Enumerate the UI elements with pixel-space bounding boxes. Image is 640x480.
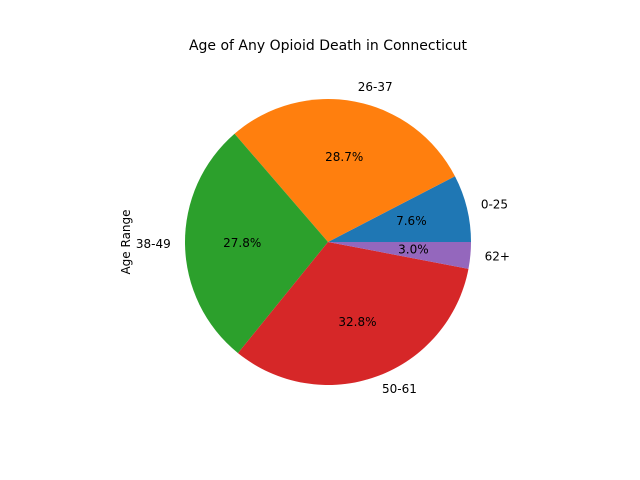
category-label-0-25: 0-25	[481, 197, 508, 211]
pie-slice-50-61	[237, 242, 469, 385]
percent-label-26-37: 28.7%	[325, 150, 363, 164]
category-label-26-37: 26-37	[358, 80, 393, 94]
percent-label-0-25: 7.6%	[396, 214, 427, 228]
pie-slices	[185, 98, 471, 385]
category-label-62: 62+	[485, 249, 510, 263]
category-label-50-61: 50-61	[382, 382, 417, 396]
pie-slice-0-25	[328, 176, 471, 242]
percent-label-62: 3.0%	[398, 243, 429, 257]
pie-slice-62	[328, 242, 471, 269]
pie-labels: 0-25 7.6% 26-37 28.7% 38-49 27.8% 50-61 32.8% 62…	[136, 80, 510, 396]
y-axis-label: Age Range	[119, 209, 133, 274]
pie-slice-26-37	[234, 98, 455, 243]
category-label-38-49: 38-49	[136, 237, 171, 251]
percent-label-50-61: 32.8%	[338, 315, 376, 329]
chart-title: Age of Any Opioid Death in Connecticut	[189, 38, 468, 54]
percent-label-38-49: 27.8%	[223, 236, 261, 250]
pie-slice-38-49	[185, 133, 328, 354]
